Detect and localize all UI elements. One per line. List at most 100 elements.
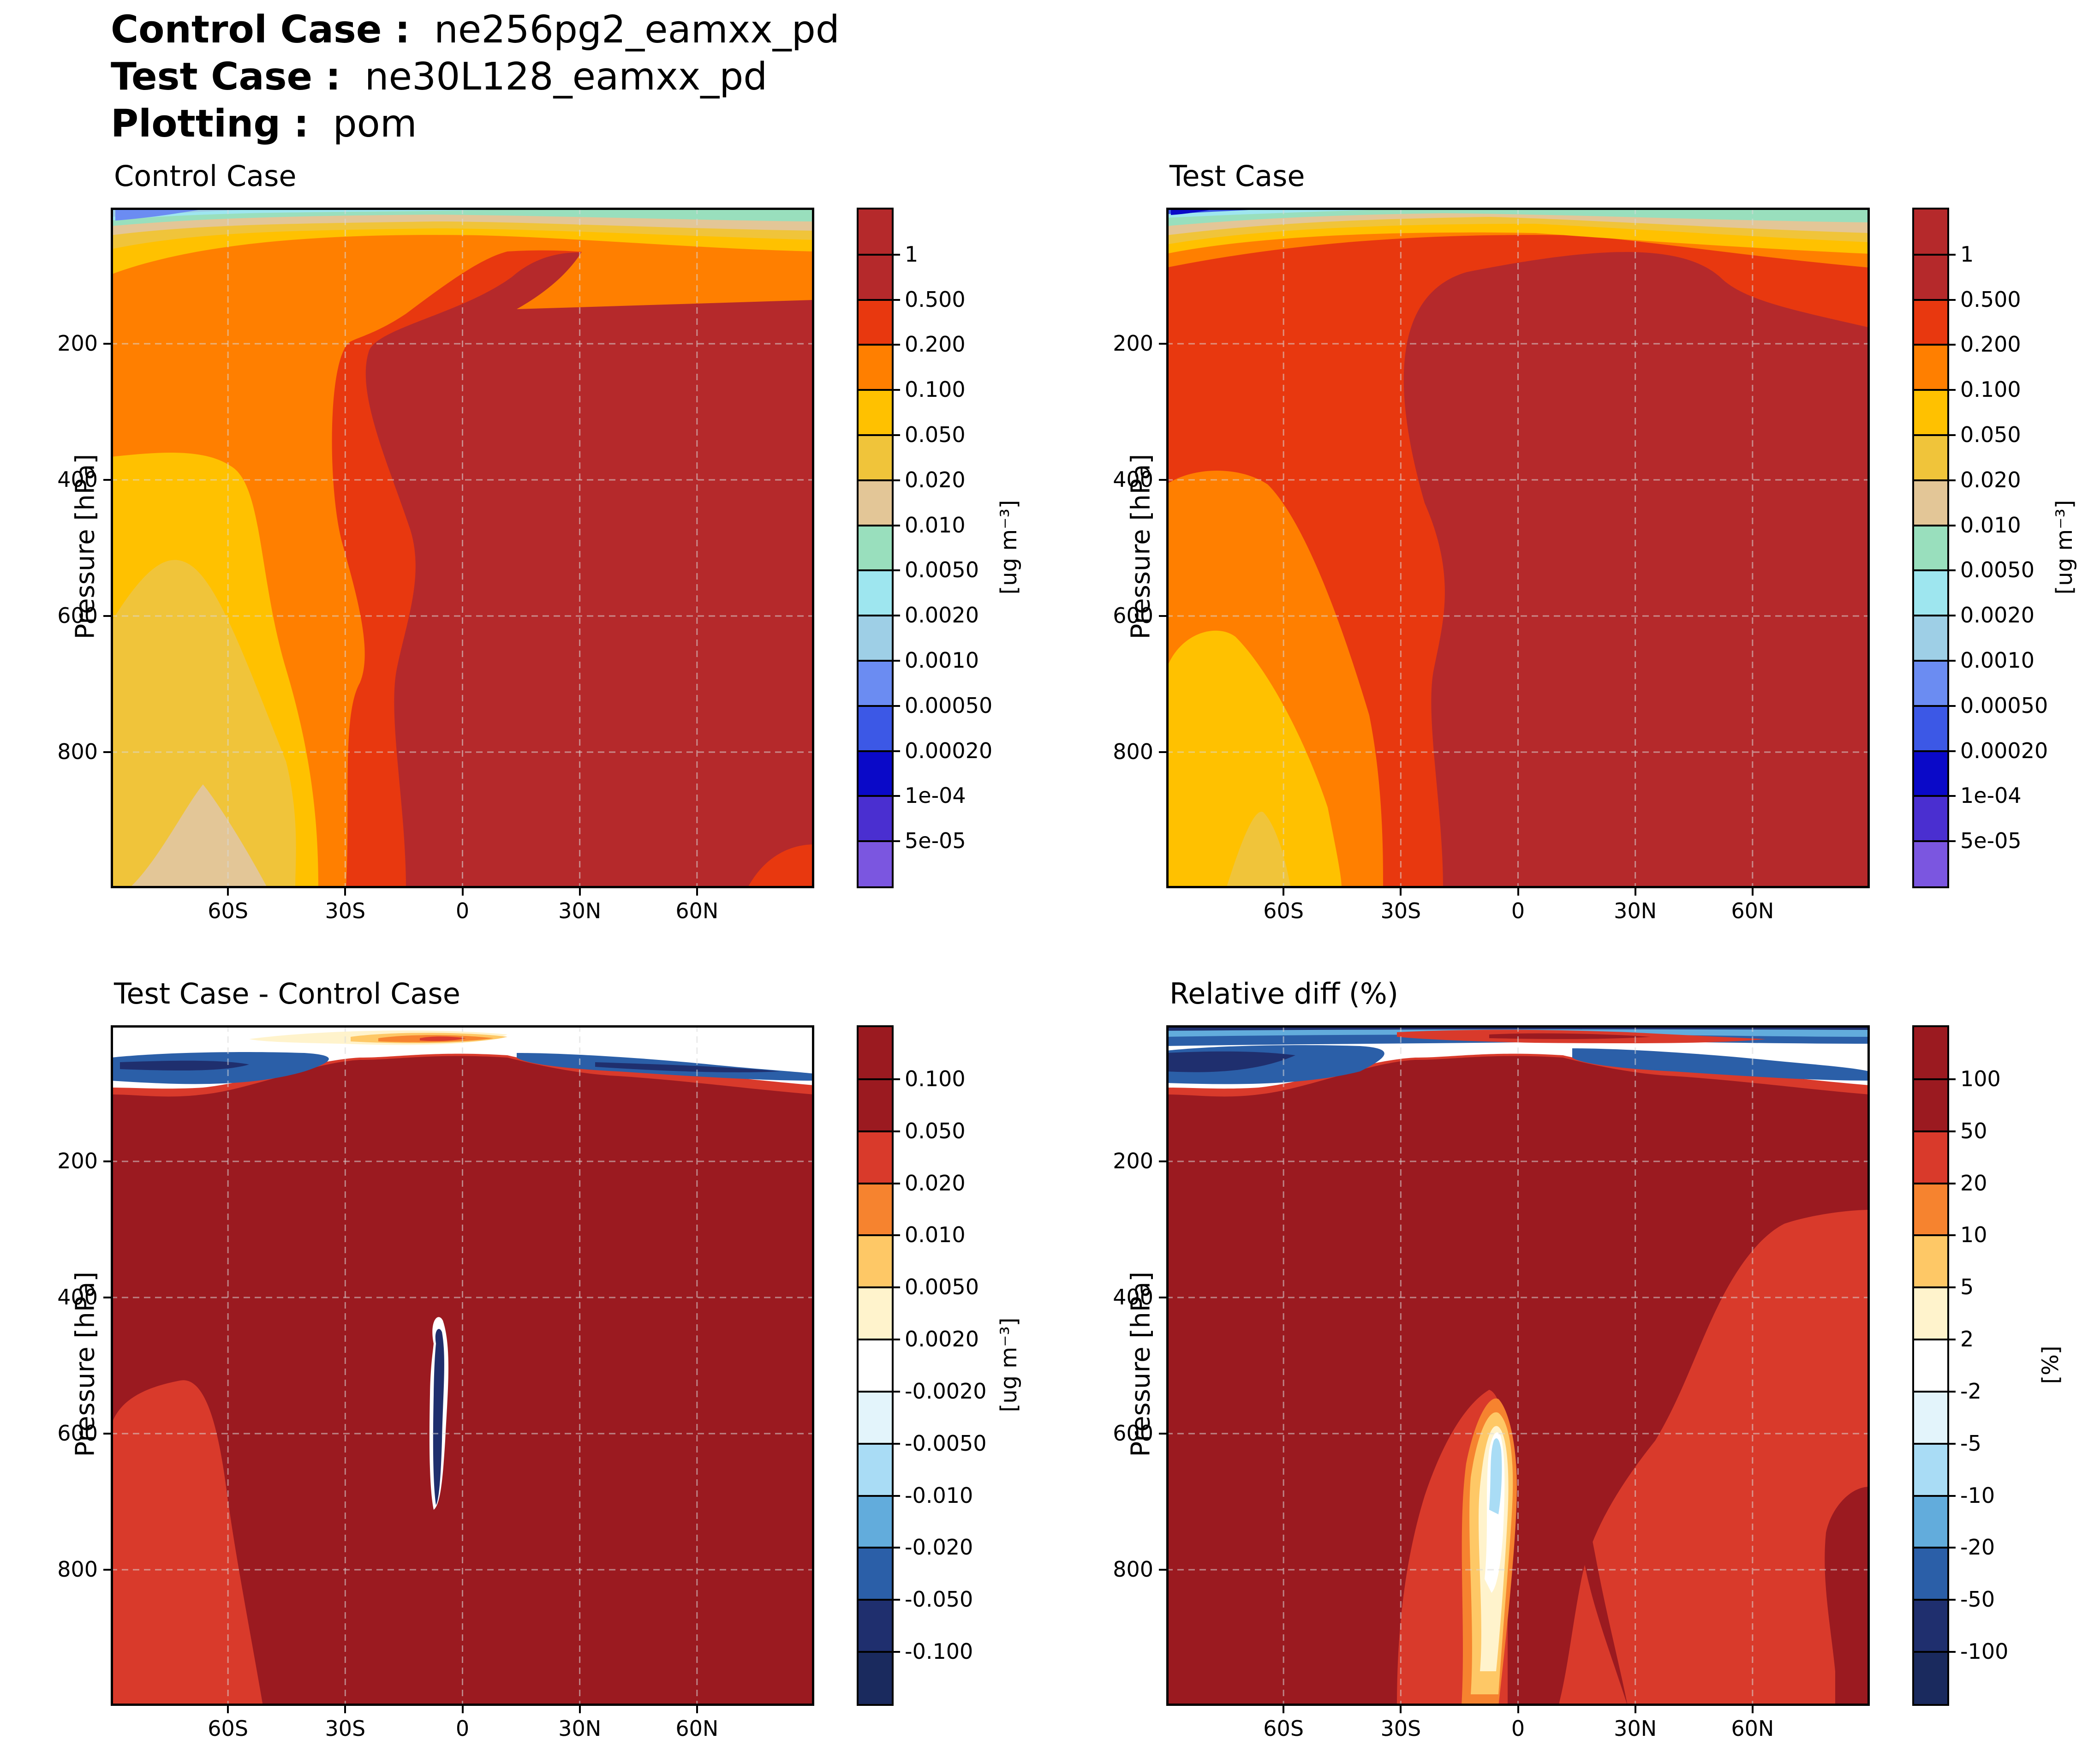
colorbar-tick-mark xyxy=(894,569,900,572)
colorbar-tick-mark xyxy=(1949,1599,1956,1601)
control-case-line: Control Case : ne256pg2_eamxx_pd xyxy=(111,6,840,54)
colorbar-segment xyxy=(859,616,892,661)
colorbar-boundary xyxy=(859,1547,892,1549)
colorbar-boundary xyxy=(1914,1078,1947,1080)
y-axis-label: Pressure [hPa] xyxy=(70,454,101,639)
colorbar-boundary xyxy=(1914,344,1947,346)
colorbar-tick-mark xyxy=(894,1442,900,1445)
x-tick-mark xyxy=(1283,888,1285,896)
contour-plot-control xyxy=(111,208,814,888)
colorbar-tick-label: 0.020 xyxy=(1960,467,2021,492)
contour-fill-red-spot xyxy=(420,1036,466,1041)
colorbar-boundary xyxy=(1914,479,1947,481)
colorbar-segment xyxy=(1914,660,1947,706)
contour-plot-diff xyxy=(111,1025,814,1706)
colorbar-tick-label: 0.100 xyxy=(1960,377,2021,402)
x-tick-label: 30S xyxy=(1380,898,1421,923)
colorbar-boundary xyxy=(1914,1390,1947,1393)
contour-fill-lightblue-center xyxy=(1489,1438,1502,1514)
colorbar-segment xyxy=(1914,841,1947,886)
contour-fill-gold xyxy=(1226,812,1291,888)
y-tick-mark xyxy=(1159,343,1166,345)
x-tick-mark xyxy=(1751,888,1754,896)
colorbar-segment xyxy=(859,1027,892,1079)
colorbar-boundary xyxy=(1914,1339,1947,1341)
colorbar-tick-label: 1 xyxy=(905,241,919,267)
colorbar-boundary xyxy=(859,434,892,436)
y-tick-mark xyxy=(103,479,111,481)
colorbar-segment xyxy=(1914,345,1947,390)
colorbar-segment xyxy=(1914,1443,1947,1496)
colorbar-tick-label: 0.050 xyxy=(1960,422,2021,447)
colorbar-tick-label: -10 xyxy=(1960,1483,1995,1508)
y-tick-mark xyxy=(1159,1433,1166,1435)
colorbar-reldiff xyxy=(1912,1025,1949,1706)
colorbar-segment xyxy=(859,299,892,345)
colorbar-segment xyxy=(859,751,892,796)
colorbar-segment xyxy=(1914,1548,1947,1600)
colorbar-boundary xyxy=(859,569,892,572)
colorbar-segment xyxy=(1914,1652,1947,1704)
colorbar-boundary xyxy=(1914,1286,1947,1289)
colorbar-boundary xyxy=(859,1339,892,1341)
colorbar-boundary xyxy=(1914,705,1947,707)
colorbar-tick-mark xyxy=(1949,795,1956,797)
colorbar-boundary xyxy=(859,1495,892,1497)
colorbar-segment xyxy=(1914,1287,1947,1340)
contour-svg-diff xyxy=(111,1025,814,1706)
colorbar-tick-mark xyxy=(1949,615,1956,617)
panel-title-diff: Test Case - Control Case xyxy=(114,977,460,1011)
y-axis-label: Pressure [hPa] xyxy=(1126,1271,1156,1457)
colorbar-diff xyxy=(857,1025,894,1706)
colorbar-tick-mark xyxy=(894,1547,900,1549)
colorbar-tick-mark xyxy=(1949,840,1956,843)
y-tick-label: 400 xyxy=(57,467,98,492)
colorbar-tick-label: -20 xyxy=(1960,1535,1995,1560)
colorbar-tick-mark xyxy=(1949,299,1956,301)
colorbar-boundary xyxy=(1914,1182,1947,1184)
x-tick-label: 60S xyxy=(1263,1716,1304,1741)
colorbar-boundary xyxy=(1914,1495,1947,1497)
test-case-line: Test Case : ne30L128_eamxx_pd xyxy=(111,54,840,101)
colorbar-tick-label: 0.0050 xyxy=(1960,557,2034,583)
colorbar-tick-label: 0.500 xyxy=(1960,287,2021,312)
colorbar-tick-label: -50 xyxy=(1960,1587,1995,1612)
colorbar-tick-mark xyxy=(1949,253,1956,256)
x-tick-label: 30S xyxy=(325,1716,366,1741)
x-tick-label: 30S xyxy=(325,898,366,923)
colorbar-tick-mark xyxy=(1949,660,1956,662)
colorbar-tick-label: 0.00020 xyxy=(1960,738,2048,763)
x-tick-label: 0 xyxy=(1511,1716,1525,1741)
y-tick-mark xyxy=(1159,615,1166,617)
colorbar-tick-mark xyxy=(894,840,900,843)
colorbar-boundary xyxy=(1914,524,1947,526)
colorbar-tick-label: 0.500 xyxy=(905,287,966,312)
colorbar-tick-mark xyxy=(1949,524,1956,526)
y-tick-mark xyxy=(103,343,111,345)
plotting-line: Plotting : pom xyxy=(111,101,840,148)
x-tick-label: 0 xyxy=(455,898,470,923)
colorbar-tick-mark xyxy=(1949,750,1956,752)
y-tick-label: 400 xyxy=(1113,467,1153,492)
colorbar-boundary xyxy=(859,1286,892,1289)
panel-title-control: Control Case xyxy=(114,159,297,193)
colorbar-boundary xyxy=(1914,1547,1947,1549)
contour-fill-navy-column xyxy=(433,1329,444,1505)
colorbar-tick-mark xyxy=(1949,479,1956,481)
colorbar-segment xyxy=(1914,209,1947,255)
colorbar-tick-mark xyxy=(1949,389,1956,391)
x-tick-label: 30N xyxy=(558,898,602,923)
colorbar-segment xyxy=(859,660,892,706)
x-tick-mark xyxy=(344,888,346,896)
y-tick-mark xyxy=(103,1569,111,1571)
control-case-value: ne256pg2_eamxx_pd xyxy=(434,8,840,52)
colorbar-tick-mark xyxy=(894,795,900,797)
colorbar-tick-mark xyxy=(1949,1495,1956,1497)
colorbar-tick-label: 0.0020 xyxy=(1960,603,2034,628)
colorbar-unit-label: [ug m⁻³] xyxy=(2052,500,2077,594)
contour-fill-red-right xyxy=(1558,1210,1870,1706)
colorbar-boundary xyxy=(859,660,892,662)
y-tick-mark xyxy=(103,615,111,617)
colorbar-boundary xyxy=(1914,569,1947,572)
colorbar-tick-mark xyxy=(894,1130,900,1132)
